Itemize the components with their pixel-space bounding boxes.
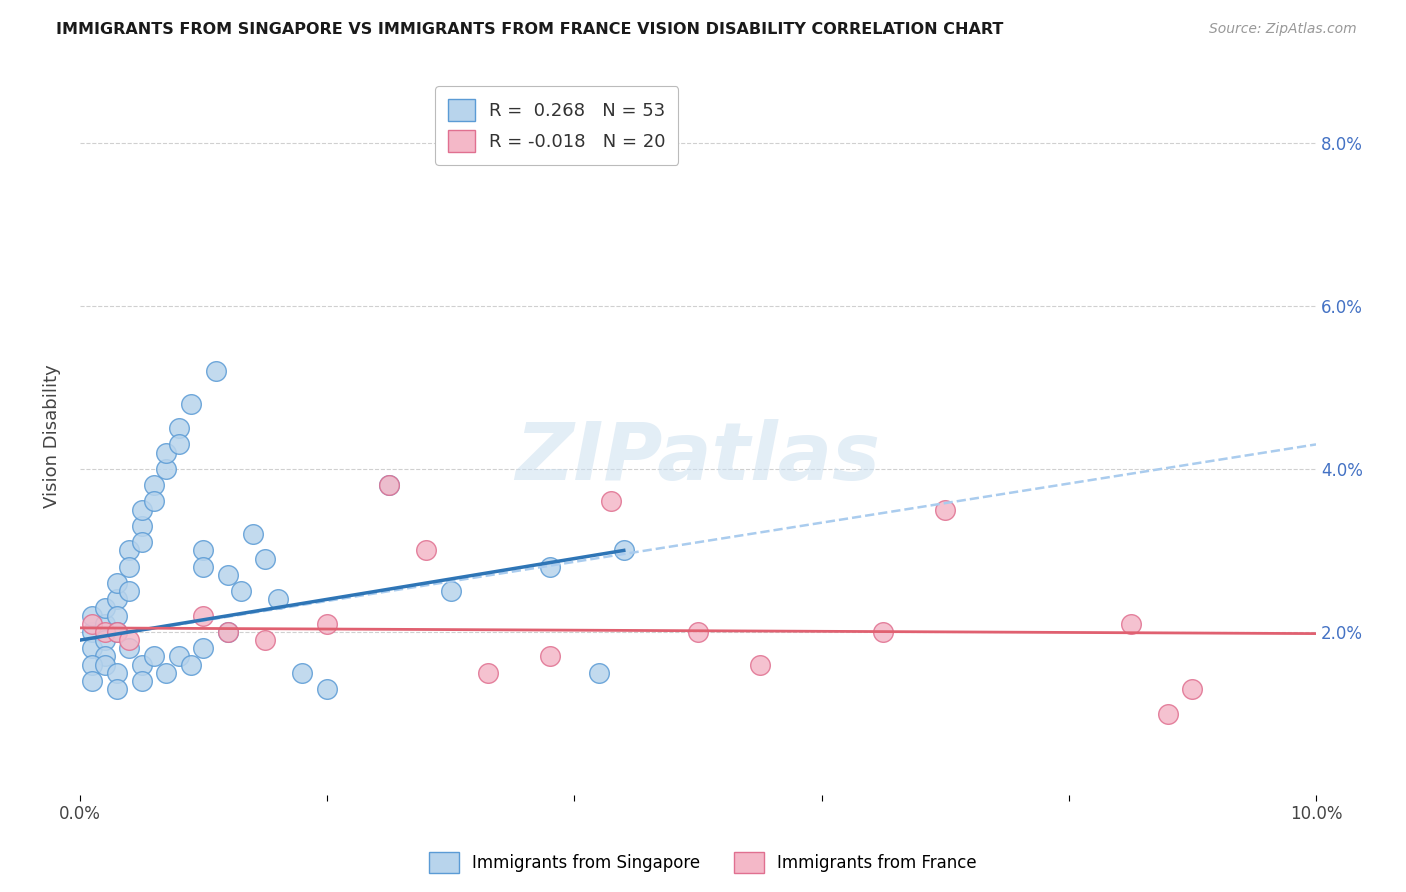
Point (131, 657, 153, 672)
Point (440, 584, 463, 599)
Point (93, 649, 115, 664)
Text: Source: ZipAtlas.com: Source: ZipAtlas.com (1209, 22, 1357, 37)
Point (105, 681, 128, 696)
Point (82, 616, 104, 631)
Point (254, 551, 277, 566)
Point (105, 576, 128, 591)
Point (118, 543, 141, 558)
Point (748, 657, 770, 672)
Point (93, 624, 115, 639)
Point (155, 462, 177, 476)
Point (872, 624, 894, 639)
Point (180, 657, 202, 672)
Point (105, 592, 128, 607)
Point (82, 624, 104, 639)
Point (131, 502, 153, 516)
Point (686, 624, 709, 639)
Point (105, 624, 128, 639)
Point (82, 641, 104, 656)
Point (1119, 616, 1142, 631)
Point (131, 535, 153, 549)
Point (193, 559, 215, 574)
Text: IMMIGRANTS FROM SINGAPORE VS IMMIGRANTS FROM FRANCE VISION DISABILITY CORRELATIO: IMMIGRANTS FROM SINGAPORE VS IMMIGRANTS … (56, 22, 1004, 37)
Point (254, 633, 277, 648)
Point (613, 543, 636, 558)
Point (291, 665, 314, 680)
Point (180, 397, 202, 411)
Point (82, 657, 104, 672)
Point (193, 608, 215, 623)
Point (217, 624, 239, 639)
Point (131, 673, 153, 688)
Point (93, 657, 115, 672)
Point (118, 633, 141, 648)
Point (378, 478, 401, 492)
Point (378, 478, 401, 492)
Point (266, 592, 288, 607)
Point (93, 600, 115, 615)
Point (167, 421, 190, 435)
Point (538, 559, 561, 574)
Point (118, 641, 141, 656)
Point (600, 494, 623, 508)
Point (82, 608, 104, 623)
Point (316, 681, 339, 696)
Point (205, 364, 228, 378)
Point (143, 478, 166, 492)
Point (415, 543, 437, 558)
Point (477, 665, 499, 680)
Point (316, 616, 339, 631)
Point (155, 665, 177, 680)
Point (588, 665, 610, 680)
Point (143, 649, 166, 664)
Point (82, 673, 104, 688)
Point (193, 543, 215, 558)
Text: ZIPatlas: ZIPatlas (516, 418, 880, 497)
Legend: R =  0.268   N = 53, R = -0.018   N = 20: R = 0.268 N = 53, R = -0.018 N = 20 (434, 87, 678, 165)
Point (1156, 706, 1178, 721)
Point (217, 624, 239, 639)
Point (217, 567, 239, 582)
Point (229, 584, 252, 599)
Point (538, 649, 561, 664)
Point (93, 616, 115, 631)
Point (93, 633, 115, 648)
Point (155, 445, 177, 459)
Point (167, 437, 190, 451)
Point (105, 608, 128, 623)
Legend: Immigrants from Singapore, Immigrants from France: Immigrants from Singapore, Immigrants fr… (422, 846, 984, 880)
Point (167, 649, 190, 664)
Point (242, 527, 264, 541)
Point (118, 584, 141, 599)
Y-axis label: Vision Disability: Vision Disability (44, 364, 60, 508)
Point (105, 665, 128, 680)
Point (143, 494, 166, 508)
Point (1181, 681, 1204, 696)
Point (934, 502, 956, 516)
Point (193, 641, 215, 656)
Point (131, 519, 153, 533)
Point (105, 624, 128, 639)
Point (118, 559, 141, 574)
